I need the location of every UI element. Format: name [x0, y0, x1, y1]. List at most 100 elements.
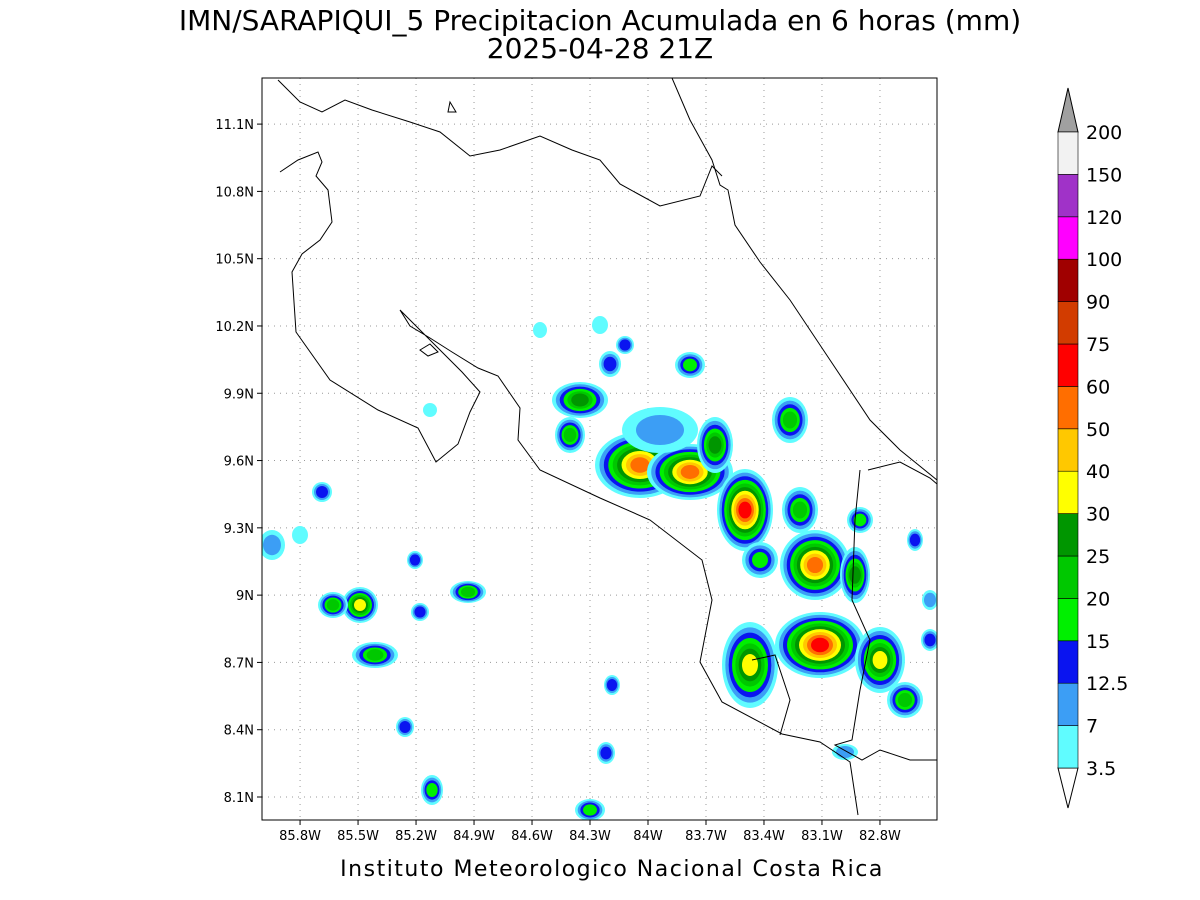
precip-area	[263, 534, 281, 556]
lon-tick-label: 85.2W	[395, 829, 437, 844]
lat-tick-label: 10.8N	[215, 185, 254, 200]
precip-area	[872, 651, 888, 669]
precip-area	[326, 599, 340, 611]
colorbar-label: 90	[1086, 292, 1110, 314]
lon-tick-label: 83.4W	[743, 829, 785, 844]
precip-area	[752, 552, 768, 568]
precip-area	[836, 746, 854, 758]
colorbar-under	[1057, 767, 1079, 809]
title: IMN/SARAPIQUI_5 Precipitacion Acumulada …	[179, 4, 1021, 37]
lat-tick-label: 8.4N	[224, 724, 254, 739]
lon-tick-label: 84.3W	[569, 829, 611, 844]
colorbar-label: 30	[1086, 504, 1110, 526]
colorbar-label: 150	[1086, 164, 1122, 186]
colorbar-label: 120	[1086, 207, 1122, 229]
colorbar-label: 40	[1086, 461, 1110, 483]
colorbar-cell	[1057, 174, 1079, 218]
colorbar: 3.5 7 12.5 15 20 25 30 40 50 60 75 90 100 120 150 200	[1057, 87, 1128, 809]
map-frame	[261, 77, 938, 821]
precip-area	[316, 486, 328, 498]
precip-area	[897, 692, 913, 708]
colorbar-label: 75	[1086, 334, 1110, 356]
lat-tick-label: 9.3N	[224, 522, 254, 537]
lon-tick-label: 85.8W	[279, 829, 321, 844]
precip-area	[354, 599, 366, 611]
colorbar-cell	[1057, 258, 1079, 302]
precip-area	[414, 606, 426, 618]
precip-area	[606, 679, 618, 691]
precip-area	[292, 526, 308, 544]
precip-area	[366, 649, 384, 661]
precip-area	[583, 804, 597, 816]
colorbar-label: 3.5	[1086, 758, 1116, 780]
colorbar-label: 200	[1086, 122, 1122, 144]
axes: 8.1N 8.4N 8.7N 9N 9.3N 9.6N 9.9N 10.2N 10.5N 10.8…	[215, 118, 901, 844]
precip-area	[683, 358, 697, 372]
subtitle: 2025-04-28 21Z	[487, 32, 713, 65]
lake	[419, 100, 457, 357]
colorbar-label: 100	[1086, 249, 1122, 271]
precip-area	[853, 513, 867, 527]
coastline	[671, 78, 937, 481]
precip-area	[708, 436, 722, 454]
precip-area	[909, 533, 921, 547]
precip-area	[600, 746, 612, 760]
lat-tick-label: 10.2N	[215, 320, 254, 335]
precip-area	[738, 501, 752, 519]
precip-area	[630, 457, 650, 473]
colorbar-cell	[1057, 343, 1079, 387]
precip-area	[571, 393, 589, 407]
coastline	[277, 79, 723, 207]
colorbar-label: 15	[1086, 631, 1110, 653]
colorbar-cell	[1057, 555, 1079, 599]
colorbar-label: 20	[1086, 588, 1110, 610]
precip-area	[533, 322, 547, 338]
precip-area	[592, 316, 608, 334]
lat-tick-label: 9.6N	[224, 455, 254, 470]
lon-tick-label: 82.8W	[859, 829, 901, 844]
colorbar-cell	[1057, 386, 1079, 430]
colorbar-cell	[1057, 131, 1079, 175]
precip-area	[806, 556, 824, 574]
lon-tick-label: 83.1W	[801, 829, 843, 844]
precip-area	[924, 633, 936, 647]
footer: Instituto Meteorologico Nacional Costa R…	[340, 857, 884, 882]
lon-tick-label: 84W	[633, 829, 663, 844]
colorbar-cell	[1057, 640, 1079, 684]
colorbar-cell	[1057, 301, 1079, 345]
precip-area	[399, 721, 411, 733]
colorbar-over	[1057, 87, 1079, 133]
colorbar-cell	[1057, 682, 1079, 726]
precip-area	[680, 465, 700, 479]
colorbar-cell	[1057, 598, 1079, 642]
colorbar-cell	[1057, 470, 1079, 514]
precip-area	[792, 501, 808, 519]
precip-area	[742, 654, 758, 676]
lat-tick-label: 9N	[236, 589, 254, 604]
precip-area	[849, 566, 861, 584]
lat-tick-label: 9.9N	[224, 387, 254, 402]
precip-area	[426, 783, 438, 797]
lat-tick-label: 8.1N	[224, 791, 254, 806]
colorbar-label: 12.5	[1086, 673, 1128, 695]
lat-tick-label: 8.7N	[224, 656, 254, 671]
colorbar-label: 25	[1086, 546, 1110, 568]
colorbar-label: 50	[1086, 419, 1110, 441]
lat-tick-label: 10.5N	[215, 253, 254, 268]
lat-tick-label: 11.1N	[215, 118, 254, 133]
precip-area	[636, 415, 684, 445]
precip-area	[409, 554, 421, 566]
precip-area	[460, 586, 476, 598]
lon-tick-label: 83.7W	[685, 829, 727, 844]
colorbar-cell	[1057, 216, 1079, 260]
precip-area	[924, 592, 936, 608]
lon-tick-label: 85.5W	[337, 829, 379, 844]
coastline	[279, 151, 859, 816]
grid	[262, 78, 937, 820]
colorbar-cell	[1057, 513, 1079, 557]
colorbar-cell	[1057, 725, 1079, 769]
precip-area	[563, 427, 577, 443]
precip-area	[423, 403, 437, 417]
